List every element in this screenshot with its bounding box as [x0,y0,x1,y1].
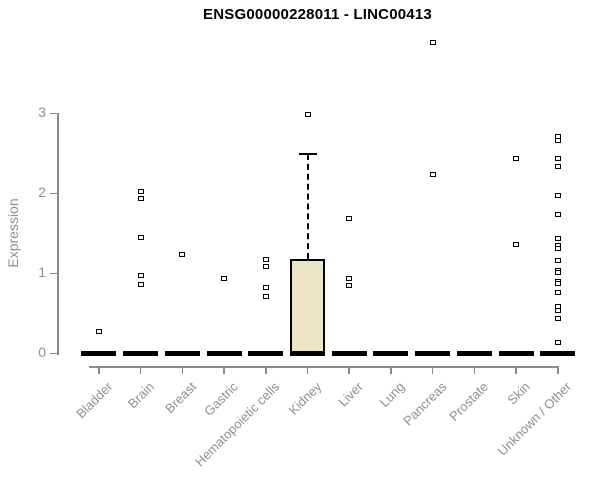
outlier-point [137,234,144,240]
x-tick [265,367,267,374]
x-tick-label-6: Liver [335,379,366,410]
x-tick [139,367,142,374]
outlier-point [429,39,436,45]
x-tick [557,367,559,374]
median-bar [415,350,451,356]
outlier-point [304,111,311,117]
x-tick-label-8: Pancreas [399,379,450,429]
chart-title: ENSG00000228011 - LINC00413 [203,6,432,23]
outlier-point [554,138,561,143]
median-bar [456,350,492,356]
x-tick [223,367,225,374]
x-tick [515,367,517,374]
outlier-point [554,316,561,322]
x-tick-label-11: Unknown / Other [494,379,575,459]
median-bar [248,350,284,356]
median-bar [540,350,576,356]
y-tick-label: 2 [38,184,46,201]
outlier-point [346,276,353,282]
outlier-point [554,164,561,170]
median-bar [373,350,409,356]
y-tick [50,272,57,275]
whisker-cap [298,152,317,156]
x-tick [98,367,100,374]
outlier-point [554,290,561,295]
median-bar [206,350,242,356]
outlier-point [262,263,269,269]
outlier-point [554,340,561,346]
outlier-point [554,307,561,313]
x-tick [473,367,476,374]
x-tick-label-5: Kidney [285,379,325,418]
median-bar [164,350,200,356]
outlier-point [554,211,561,217]
outlier-point [513,156,520,162]
y-tick-label: 0 [38,344,46,361]
outlier-point [262,257,269,263]
outlier-point [554,235,561,241]
outlier-point [262,294,269,299]
median-bar [123,350,159,356]
outlier-point [137,195,144,201]
y-tick [50,352,57,355]
outlier-point [95,329,102,335]
outlier-point [513,242,520,247]
outlier-point [554,281,561,287]
outlier-point [554,193,561,199]
whisker [306,154,309,259]
median-bar [498,350,534,356]
outlier-point [262,285,269,291]
y-axis-line [57,112,59,355]
x-tick-label-1: Brain [125,379,158,412]
outlier-point [554,270,561,275]
outlier-point [554,156,561,162]
x-tick-label-0: Bladder [73,379,116,422]
x-tick-label-2: Breast [161,379,199,417]
median-bar [290,350,325,356]
x-tick-label-10: Skin [504,379,533,408]
outlier-point [137,189,144,195]
x-tick [348,367,350,374]
outlier-point [554,258,561,263]
x-tick [181,367,184,374]
outlier-point [137,273,144,279]
median-bar [331,350,367,356]
outlier-point [179,252,186,258]
outlier-point [346,282,353,288]
x-tick [306,367,309,374]
x-tick-label-9: Prostate [446,379,492,424]
outlier-point [554,246,561,251]
x-tick [431,367,434,374]
y-tick-label: 3 [38,104,46,121]
outlier-point [429,172,436,178]
y-tick [50,112,57,115]
x-tick [390,367,392,374]
box [290,258,325,356]
outlier-point [221,276,228,282]
x-tick-label-7: Lung [376,379,408,411]
y-tick-label: 1 [38,264,46,281]
outlier-point [137,282,144,287]
median-bar [81,350,117,356]
x-tick-label-3: Gastric [200,379,241,419]
x-axis-line [89,366,559,368]
outlier-point [346,216,353,222]
y-tick [50,192,57,195]
